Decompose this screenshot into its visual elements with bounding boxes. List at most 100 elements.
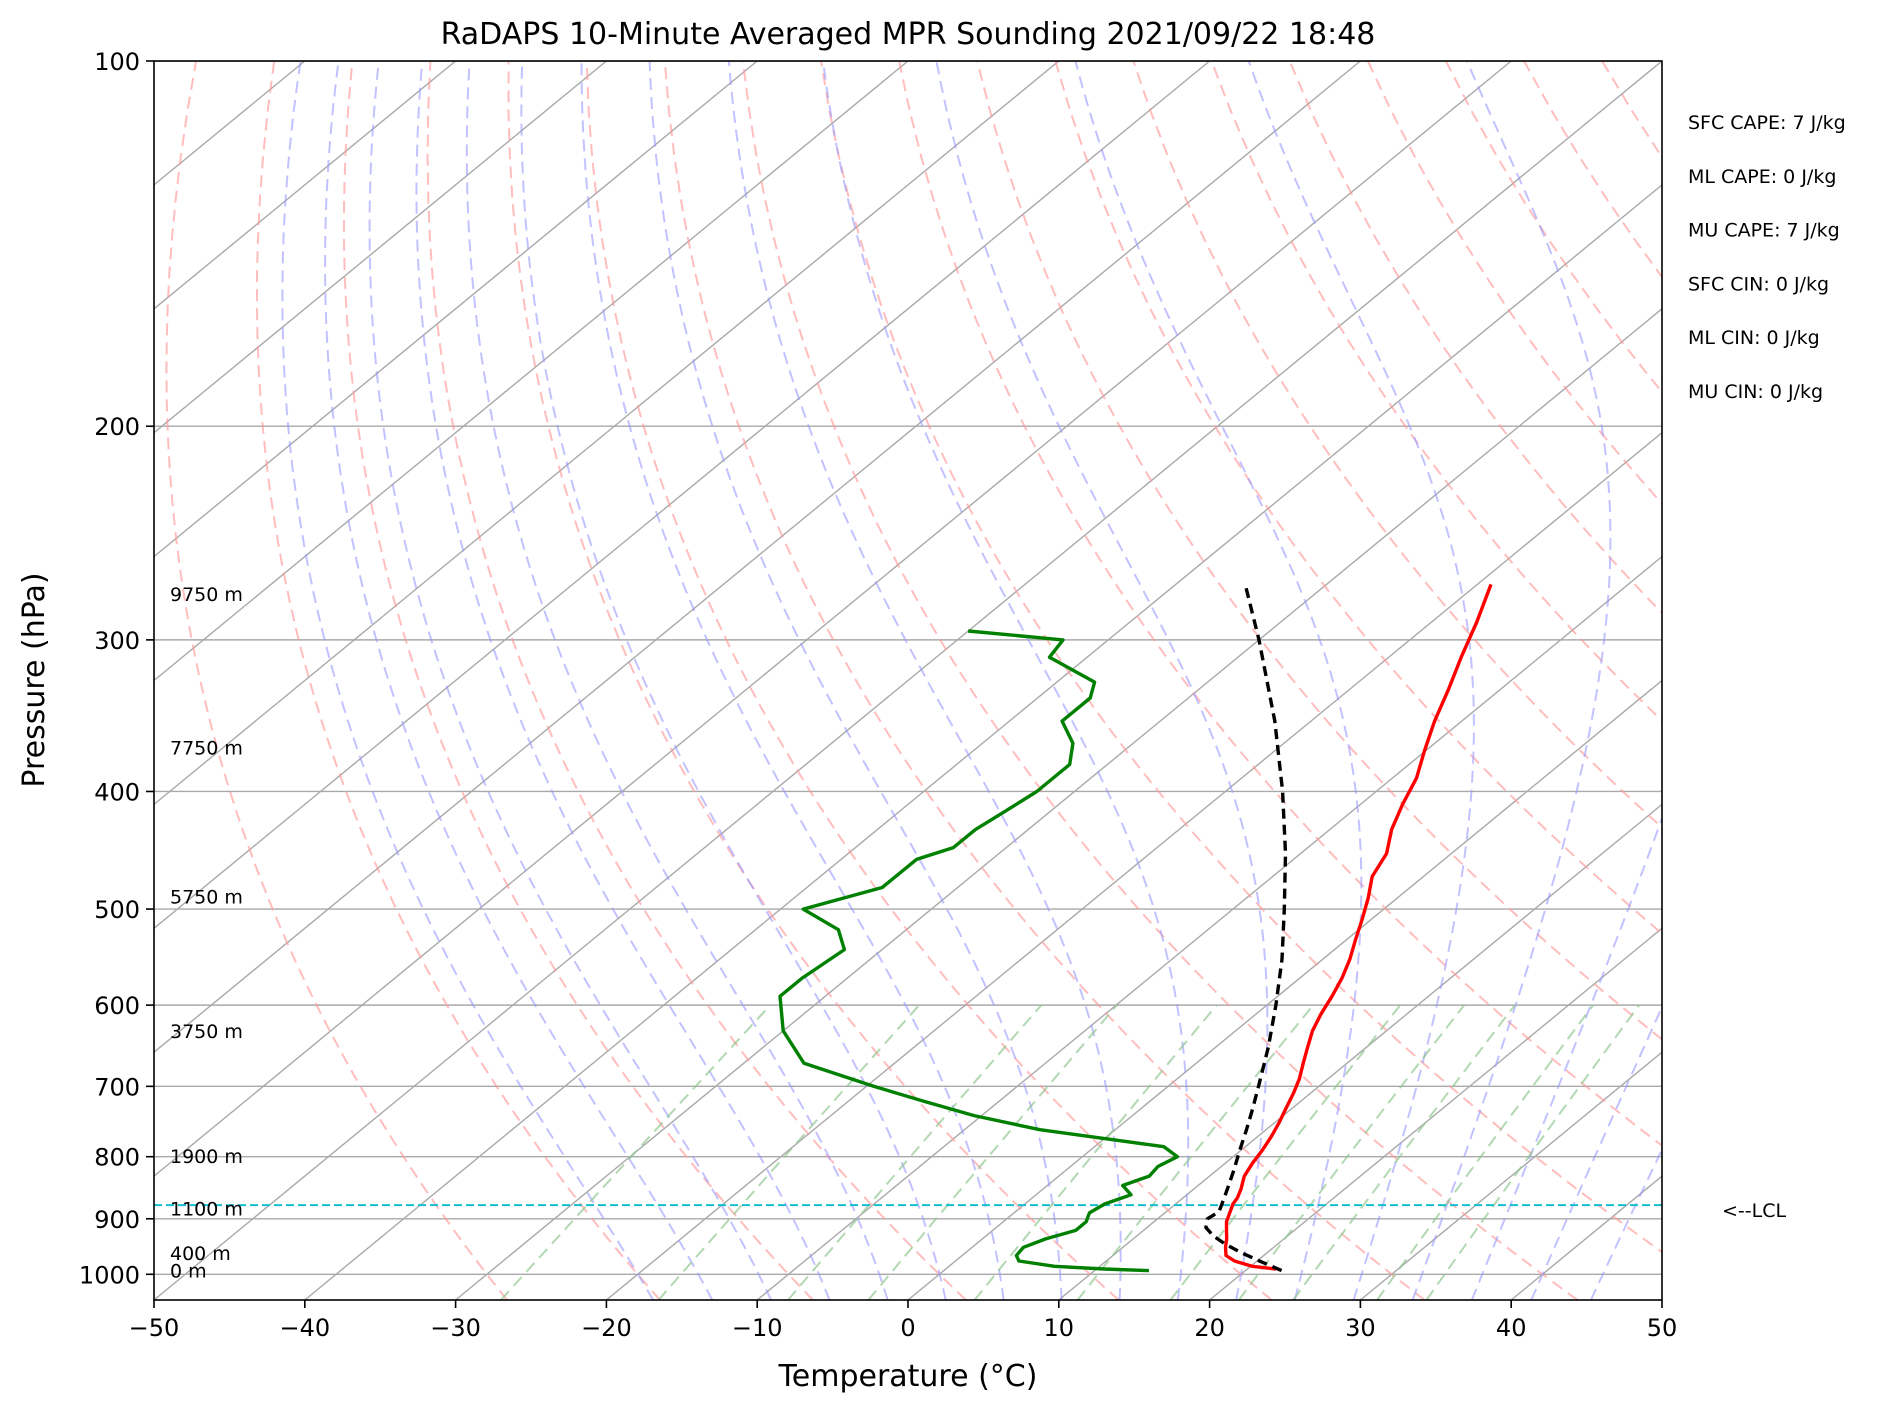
- moist-adiabat-line: [1589, 1147, 1662, 1300]
- x-tick-label: −20: [581, 1314, 632, 1342]
- x-tick-label: −50: [129, 1314, 180, 1342]
- x-axis-label: Temperature (°C): [778, 1359, 1038, 1394]
- isotherm-line: [304, 183, 1662, 1300]
- x-tick-label: 10: [1044, 1314, 1075, 1342]
- moist-adiabat-line: [415, 61, 831, 1300]
- dry-adiabat-line: [1680, 61, 1882, 1300]
- x-tick-label: 20: [1194, 1314, 1225, 1342]
- moist-adiabat-line: [1530, 1004, 1662, 1300]
- plot-area: [154, 61, 1882, 1300]
- y-tick-label: 200: [94, 413, 140, 441]
- temperature-line: [1223, 583, 1493, 1271]
- isotherm-line: [154, 61, 457, 310]
- y-tick-label: 300: [94, 627, 140, 655]
- y-tick-label: 700: [94, 1073, 140, 1101]
- isotherm-line: [154, 61, 1662, 1300]
- chart-title: RaDAPS 10-Minute Averaged MPR Sounding 2…: [441, 17, 1376, 52]
- moist-adiabat-line: [465, 61, 889, 1300]
- mixing-ratio-line: [1238, 1004, 1465, 1300]
- moist-adiabat-line: [520, 61, 947, 1300]
- height-label: 9750 m: [170, 584, 243, 606]
- isotherm-line: [605, 431, 1662, 1300]
- isotherm-line: [154, 61, 1512, 1178]
- isotherm-line: [455, 307, 1662, 1300]
- mixing-ratio-line: [657, 1004, 920, 1300]
- isotherm-line: [154, 61, 758, 558]
- background-lines: [154, 61, 1882, 1300]
- y-tick-label: 400: [94, 778, 140, 806]
- y-tick-label: 800: [94, 1144, 140, 1172]
- series-lines: [154, 583, 1662, 1273]
- dry-adiabat-line: [1210, 61, 1662, 723]
- mixing-ratio-line: [1425, 1004, 1641, 1300]
- isotherm-line: [1209, 927, 1662, 1300]
- isotherm-line: [154, 61, 1211, 930]
- dry-adiabat-line: [1836, 61, 1882, 1300]
- dry-adiabat-line: [1054, 61, 1662, 935]
- dry-adiabat-line: [898, 61, 1662, 1147]
- x-tick-label: 40: [1496, 1314, 1527, 1342]
- y-tick-label: 600: [94, 992, 140, 1020]
- stats-panel: SFC CAPE: 7 J/kg ML CAPE: 0 J/kg MU CAPE: …: [1688, 112, 1846, 403]
- dry-adiabat-line: [426, 61, 967, 1300]
- moist-adiabat-line: [368, 61, 773, 1300]
- stat-line: ML CIN: 0 J/kg: [1688, 327, 1820, 349]
- height-label: 1900 m: [170, 1146, 243, 1168]
- moist-adiabat-line: [1470, 815, 1662, 1300]
- y-tick-label: 900: [94, 1206, 140, 1234]
- height-label: 5750 m: [170, 886, 243, 908]
- isotherm-line: [1510, 1175, 1662, 1300]
- annotations: 9750 m 7750 m 5750 m 3750 m 1900 m 1100 m 400 …: [170, 584, 1786, 1283]
- stat-line: SFC CAPE: 7 J/kg: [1688, 112, 1846, 134]
- x-tick-label: 50: [1647, 1314, 1678, 1342]
- isotherm-line: [154, 61, 1361, 1054]
- moist-adiabat-line: [822, 61, 1190, 1300]
- dry-adiabat-line: [1601, 61, 1662, 159]
- dry-adiabat-line: [1758, 61, 1882, 1300]
- isotherm-line: [907, 679, 1662, 1300]
- dry-adiabat-line: [820, 61, 1662, 1254]
- isotherm-line: [756, 555, 1662, 1300]
- mixing-ratio-line: [1292, 1004, 1516, 1300]
- moist-adiabat-line: [324, 61, 714, 1300]
- dry-adiabat-line: [256, 61, 661, 1300]
- dry-adiabat-line: [342, 61, 814, 1300]
- moist-adiabat-line: [1411, 61, 1612, 1300]
- dry-adiabat-line: [507, 61, 1120, 1300]
- parcel-path-line: [1204, 583, 1288, 1273]
- dry-adiabat-line: [165, 61, 508, 1300]
- isotherm-line: [1661, 1299, 1662, 1300]
- height-label: 0 m: [170, 1261, 207, 1283]
- moist-adiabat-line: [727, 61, 1122, 1300]
- height-label: 400 m: [170, 1243, 231, 1265]
- x-tick-label: −10: [732, 1314, 783, 1342]
- moist-adiabat-line: [1247, 61, 1475, 1300]
- moist-adiabat-line: [648, 61, 1063, 1300]
- x-axis: −50 −40 −30 −20 −10 0 10 20 30 40 50: [129, 1300, 1678, 1342]
- y-tick-label: 100: [94, 48, 140, 76]
- isotherm-line: [154, 61, 607, 434]
- y-axis: 100 200 300 400 500 600 700 800 900 1000: [79, 48, 154, 1289]
- isotherm-line: [154, 61, 1060, 806]
- isotherm-line: [1359, 1051, 1662, 1300]
- moist-adiabat-line: [281, 61, 655, 1300]
- x-tick-label: 30: [1345, 1314, 1376, 1342]
- mixing-ratio-line: [867, 1004, 1118, 1300]
- stat-line: MU CAPE: 7 J/kg: [1688, 220, 1840, 242]
- x-tick-label: −40: [279, 1314, 330, 1342]
- stat-line: MU CIN: 0 J/kg: [1688, 381, 1823, 403]
- dry-adiabat-line: [1366, 61, 1662, 506]
- dry-adiabat-line: [1523, 61, 1662, 279]
- y-tick-label: 1000: [79, 1261, 140, 1289]
- isotherm-line: [154, 61, 909, 682]
- dewpoint-line: [778, 629, 1180, 1273]
- dry-adiabat-line: [741, 61, 1579, 1300]
- mixing-ratio-line: [1376, 1004, 1594, 1300]
- y-axis-label: Pressure (hPa): [17, 572, 52, 787]
- x-tick-label: 0: [900, 1314, 915, 1342]
- moist-adiabat-line: [1074, 61, 1363, 1300]
- mixing-ratio-line: [500, 1004, 772, 1300]
- dry-adiabat-line: [663, 61, 1426, 1300]
- moist-adiabat-line: [580, 61, 1005, 1300]
